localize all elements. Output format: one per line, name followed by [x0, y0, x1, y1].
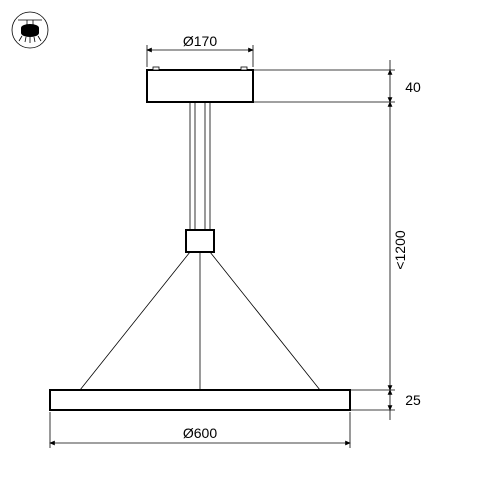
dim-canopy-diameter-label: Ø170 — [183, 33, 217, 49]
dim-canopy-height: 40 — [253, 60, 421, 102]
dim-drop-label: <1200 — [392, 230, 408, 270]
canopy — [147, 67, 253, 102]
suspension-wires — [80, 252, 320, 390]
suspension-stem — [186, 102, 214, 252]
mount-type-icon — [12, 12, 48, 48]
dim-canopy-diameter: Ø170 — [147, 33, 253, 67]
dim-body-diameter: Ø600 — [50, 412, 350, 448]
fixture-body — [50, 390, 350, 410]
dim-drop: <1200 — [350, 102, 408, 390]
luminaire — [50, 67, 350, 410]
pendant-light-technical-drawing: Ø170 40 <1200 25 Ø600 — [0, 0, 500, 500]
dim-canopy-height-label: 40 — [405, 79, 421, 95]
dim-body-diameter-label: Ø600 — [183, 425, 217, 441]
dim-body-height: 25 — [350, 390, 421, 420]
dim-body-height-label: 25 — [405, 392, 421, 408]
